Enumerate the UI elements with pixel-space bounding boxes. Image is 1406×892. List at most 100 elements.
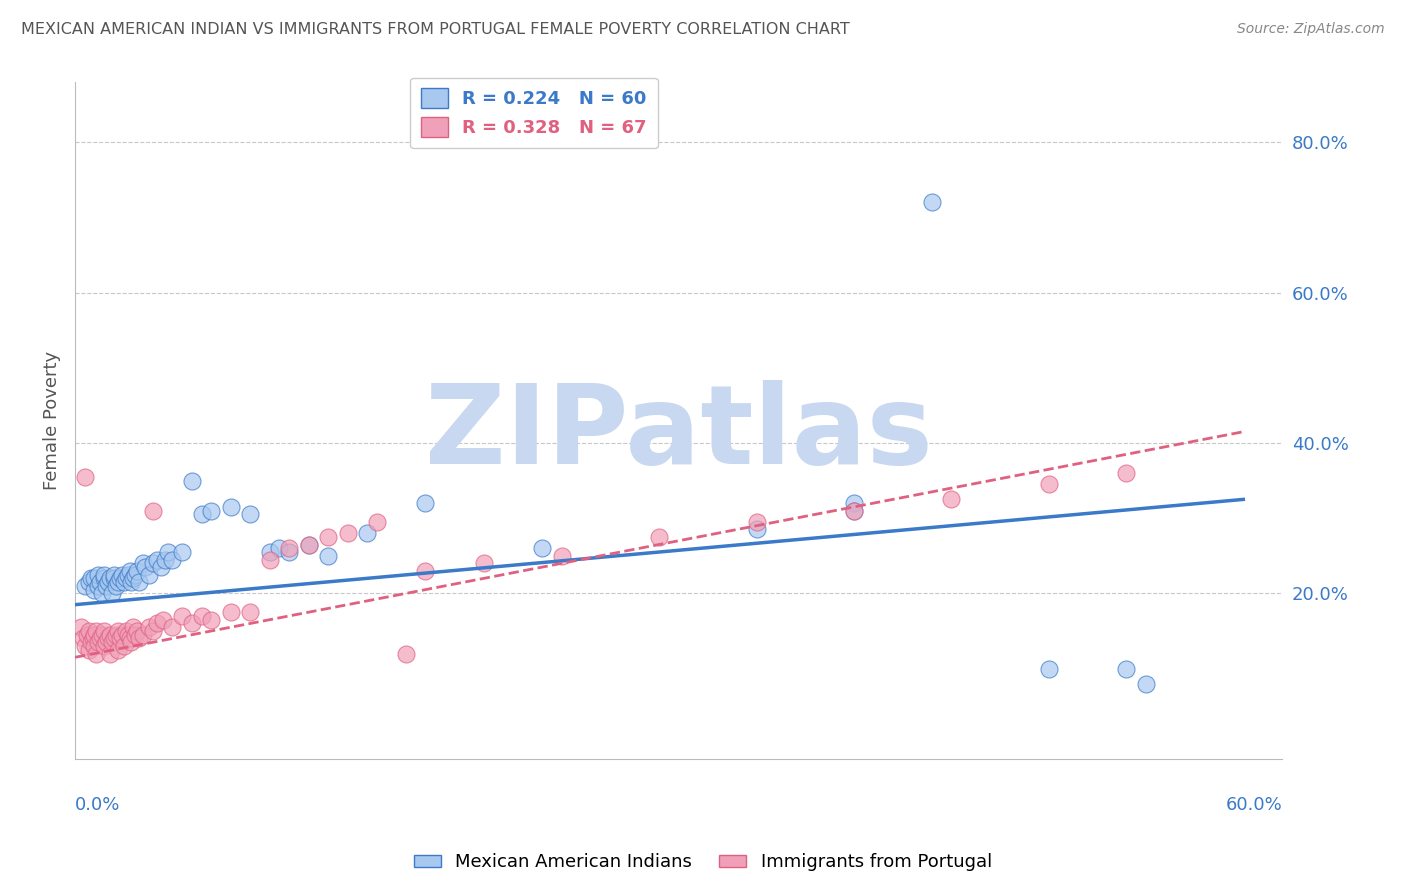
Point (112, 575, 135, 590)
Text: MEXICAN AMERICAN INDIAN VS IMMIGRANTS FROM PORTUGAL FEMALE POVERTY CORRELATION C: MEXICAN AMERICAN INDIAN VS IMMIGRANTS FR… (21, 22, 849, 37)
Point (648, 530, 671, 544)
Point (842, 504, 865, 518)
Point (107, 575, 129, 590)
Point (531, 541, 554, 556)
Point (101, 586, 124, 600)
Point (108, 632, 131, 646)
Point (298, 537, 321, 551)
Point (172, 545, 194, 559)
Point (142, 557, 165, 571)
Point (1135, 676, 1157, 690)
Point (107, 624, 129, 638)
Point (103, 571, 125, 585)
Point (142, 504, 165, 518)
Point (551, 549, 574, 563)
Text: 60.0%: 60.0% (1226, 796, 1282, 814)
Point (86, 647, 108, 661)
Point (138, 567, 160, 582)
Point (190, 508, 212, 522)
Point (415, 496, 437, 510)
Point (83, 628, 105, 642)
Point (127, 564, 149, 578)
Point (87, 579, 110, 593)
Point (239, 605, 262, 619)
Point (77, 642, 100, 657)
Point (76, 628, 98, 642)
Point (73, 579, 96, 593)
Point (121, 575, 143, 590)
Point (117, 567, 139, 582)
Point (122, 620, 145, 634)
Point (1115, 466, 1137, 480)
Point (98, 571, 121, 585)
Point (87, 567, 110, 582)
Point (98, 647, 121, 661)
Point (941, 492, 963, 507)
Point (96, 635, 118, 649)
Point (79, 635, 101, 649)
Point (152, 613, 174, 627)
Point (118, 564, 141, 578)
Point (219, 500, 242, 514)
Point (127, 624, 149, 638)
Point (128, 575, 150, 590)
Point (138, 620, 160, 634)
Point (111, 628, 134, 642)
Point (146, 552, 169, 566)
Point (180, 474, 202, 488)
Point (128, 632, 150, 646)
Point (70, 620, 93, 634)
Point (98, 628, 121, 642)
Point (89, 575, 111, 590)
Point (278, 545, 301, 559)
Point (103, 632, 125, 646)
Point (77, 575, 100, 590)
Point (73, 639, 96, 653)
Point (316, 530, 339, 544)
Point (101, 635, 124, 649)
Point (146, 616, 169, 631)
Point (91, 586, 114, 600)
Point (316, 549, 339, 563)
Text: Source: ZipAtlas.com: Source: ZipAtlas.com (1237, 22, 1385, 37)
Point (124, 567, 146, 582)
Point (79, 571, 101, 585)
Point (842, 496, 865, 510)
Point (108, 571, 131, 585)
Point (472, 557, 495, 571)
Point (219, 605, 242, 619)
Point (114, 624, 136, 638)
Text: 0.0%: 0.0% (75, 796, 121, 814)
Point (162, 552, 184, 566)
Point (172, 609, 194, 624)
Point (149, 560, 172, 574)
Point (162, 620, 184, 634)
Point (118, 632, 141, 646)
Point (83, 582, 105, 597)
Point (77, 624, 100, 638)
Point (104, 579, 127, 593)
Point (97, 575, 120, 590)
Point (745, 523, 768, 537)
Text: ZIPatlas: ZIPatlas (425, 381, 932, 488)
Point (93, 567, 115, 582)
Point (107, 642, 129, 657)
Point (93, 624, 115, 638)
Point (132, 557, 155, 571)
Point (82, 632, 104, 646)
Point (366, 515, 388, 529)
Point (72, 632, 94, 646)
Point (239, 508, 262, 522)
Point (356, 526, 378, 541)
Point (122, 571, 145, 585)
Point (259, 545, 281, 559)
Point (921, 195, 943, 210)
Legend: R = 0.224   N = 60, R = 0.328   N = 67: R = 0.224 N = 60, R = 0.328 N = 67 (411, 78, 658, 148)
Point (1115, 662, 1137, 676)
Point (1038, 662, 1060, 676)
Point (1038, 477, 1060, 491)
Point (121, 635, 143, 649)
Point (298, 537, 321, 551)
Point (93, 571, 115, 585)
Point (114, 571, 136, 585)
